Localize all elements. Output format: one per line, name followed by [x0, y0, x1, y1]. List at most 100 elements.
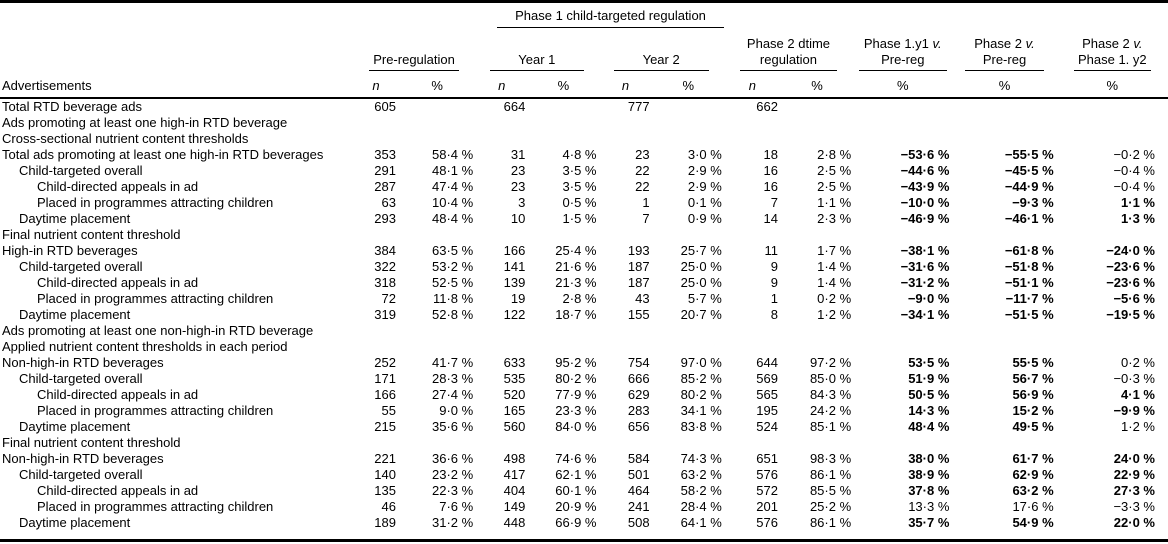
cell: 2·9 % — [687, 179, 722, 194]
cell: 23·3 % — [555, 403, 597, 418]
row-label: Non-high-in RTD beverages — [2, 451, 164, 466]
cell: 0·9 % — [687, 211, 722, 226]
group-header-label: Phase 2 v. Phase 1. y2 — [1073, 36, 1151, 71]
row-label: Daytime placement — [19, 211, 131, 226]
cell: 322 — [374, 259, 396, 274]
row-label: Child-targeted overall — [19, 259, 143, 274]
cell: 47·4 % — [431, 179, 474, 194]
cell: −10·0 % — [900, 195, 950, 210]
cell: 85·0 % — [809, 371, 852, 386]
table-row: Child-targeted overall 140 23·2 % 417 62·1 %… — [0, 467, 1168, 483]
subheader-pct: % — [682, 78, 694, 93]
cell — [353, 115, 399, 131]
cell: 7·6 % — [439, 499, 474, 514]
cell: 25·0 % — [680, 275, 722, 290]
cell: 417 — [503, 467, 526, 482]
cell — [528, 323, 598, 339]
cell: −51·5 % — [1004, 307, 1054, 322]
cell: 22·9 % — [1113, 467, 1155, 482]
row-label: Cross-sectional nutrient content thresho… — [2, 131, 249, 146]
cell: 1·4 % — [817, 275, 852, 290]
cell: 524 — [756, 419, 778, 434]
cell: 2·3 % — [817, 211, 852, 226]
cell: −61·8 % — [1004, 243, 1054, 258]
subheader-pct: % — [811, 78, 823, 93]
row-label: Daytime placement — [19, 419, 131, 434]
group-header-label: Phase 2 v. Pre-reg — [965, 36, 1045, 71]
cell: 72 — [381, 291, 396, 306]
cell: 9 — [770, 259, 778, 274]
cell: 51·9 % — [908, 371, 950, 386]
cell: 241 — [627, 499, 650, 514]
cell: 7 — [770, 195, 778, 210]
cell: 291 — [374, 163, 396, 178]
table-row: Daytime placement 215 35·6 % 560 84·0 % 656 83… — [0, 419, 1168, 435]
cell: 52·5 % — [431, 275, 474, 290]
cell: −9·0 % — [907, 291, 950, 306]
subheader-n: n — [498, 78, 506, 93]
cell — [399, 131, 475, 147]
cell: 1 — [642, 195, 650, 210]
cell: 63·2 % — [680, 467, 722, 482]
row-label: Child-directed appeals in ad — [37, 387, 199, 402]
cell — [781, 131, 853, 147]
cell: 74·3 % — [680, 451, 722, 466]
cell: 754 — [627, 355, 650, 370]
cell: 31 — [510, 147, 526, 162]
cell — [353, 131, 399, 147]
group-header: Phase 1.y1 v. Pre-reg — [853, 28, 952, 71]
cell — [528, 227, 598, 243]
cell: 80·2 % — [555, 371, 597, 386]
cell — [598, 339, 652, 355]
cell — [853, 131, 952, 147]
cell: 633 — [503, 355, 526, 370]
cell: 11·8 % — [432, 291, 474, 306]
table-row: Non-high-in RTD beverages 221 36·6 % 498 74·… — [0, 451, 1168, 467]
cell: −9·3 % — [1012, 195, 1054, 210]
table-row: Total ads promoting at least one high-in… — [0, 147, 1168, 163]
cell: 19 — [510, 291, 526, 306]
cell: 3·5 % — [562, 179, 597, 194]
cell: 41·7 % — [431, 355, 474, 370]
cell: 25·2 % — [809, 499, 852, 514]
cell: 23·2 % — [431, 467, 474, 482]
cell — [598, 115, 652, 131]
row-label: Non-high-in RTD beverages — [2, 355, 164, 370]
group-header: Pre-regulation — [353, 28, 475, 71]
cell: −38·1 % — [900, 243, 950, 258]
cell: 9·0 % — [439, 403, 474, 418]
table-row: Placed in programmes attracting children… — [0, 403, 1168, 419]
cell: 662 — [756, 99, 778, 114]
cell: 10·4 % — [431, 195, 474, 210]
cell: 139 — [503, 275, 526, 290]
row-label: Daytime placement — [19, 307, 131, 322]
spanner-phase1-regulation: Phase 1 child-targeted regulation — [475, 2, 724, 28]
cell — [1057, 227, 1168, 243]
cell — [952, 435, 1056, 451]
cell — [781, 227, 853, 243]
cell: 569 — [756, 371, 778, 386]
cell — [952, 323, 1056, 339]
cell — [475, 227, 528, 243]
cell: −31·6 % — [900, 259, 950, 274]
cell — [475, 323, 528, 339]
cell: 140 — [374, 467, 396, 482]
table-row: Ads promoting at least one non-high-in R… — [0, 323, 1168, 339]
cell: 62·1 % — [555, 467, 597, 482]
group-header: Year 1 — [475, 28, 598, 71]
cell: 1·7 % — [817, 243, 852, 258]
cell: 63·5 % — [431, 243, 474, 258]
row-label: Ads promoting at least one high-in RTD b… — [2, 115, 288, 130]
cell — [853, 323, 952, 339]
cell — [598, 435, 652, 451]
row-label: Placed in programmes attracting children — [37, 403, 274, 418]
table-row: High-in RTD beverages 384 63·5 % 166 25·4 % 1… — [0, 243, 1168, 259]
cell — [781, 323, 853, 339]
cell: 60·1 % — [555, 483, 597, 498]
cell: 195 — [756, 403, 778, 418]
cell: 50·5 % — [908, 387, 950, 402]
cell: −0·4 % — [1113, 163, 1155, 178]
cell: 0·2 % — [817, 291, 852, 306]
row-label: Ads promoting at least one non-high-in R… — [2, 323, 314, 338]
cell: 319 — [374, 307, 396, 322]
